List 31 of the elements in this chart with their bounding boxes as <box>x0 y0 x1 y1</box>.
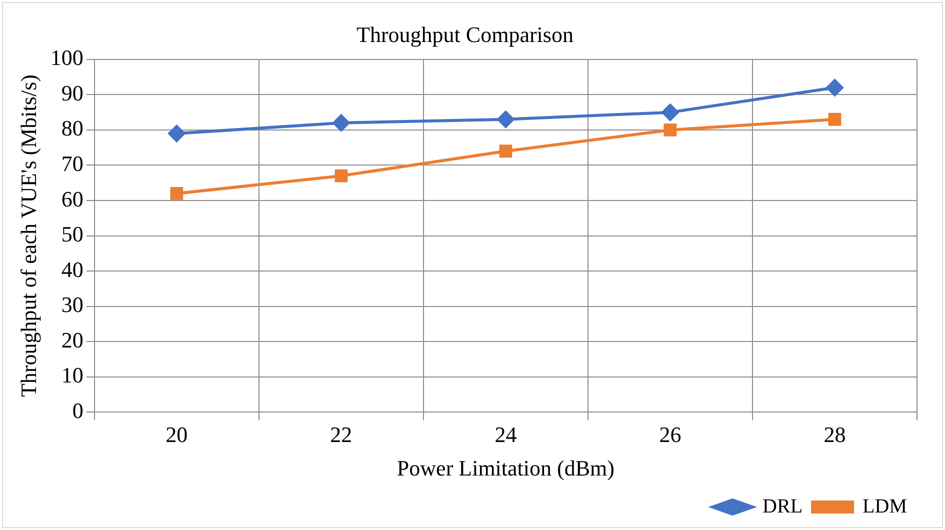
y-tick-label: 20 <box>61 327 84 352</box>
point <box>168 124 186 142</box>
y-tick-label: 70 <box>61 151 84 176</box>
y-tick-label: 0 <box>72 398 84 423</box>
y-tick-label: 30 <box>61 292 84 318</box>
x-tick-label: 22 <box>330 422 352 448</box>
y-axis-title: Throughput of each VUE's (Mbits/s) <box>16 74 41 398</box>
point <box>497 110 514 128</box>
point <box>826 79 844 96</box>
y-tick-label: 50 <box>61 222 84 247</box>
chart-title: Throughput Comparison <box>356 22 574 47</box>
x-tick-label: 24 <box>494 422 517 448</box>
x-tick-label: 26 <box>659 422 682 448</box>
point <box>332 114 350 132</box>
point <box>170 187 184 200</box>
point <box>662 104 679 121</box>
point <box>664 124 677 136</box>
y-tick-label: 80 <box>61 116 84 141</box>
x-axis-title: Power Limitation (dBm) <box>396 456 614 481</box>
point <box>828 112 842 126</box>
x-tick-label: 20 <box>166 422 188 448</box>
legend-label: DRL <box>762 495 803 518</box>
y-tick-label: 90 <box>61 80 84 106</box>
y-tick-label: 60 <box>61 186 84 212</box>
y-tick-label: 10 <box>61 362 84 388</box>
point <box>334 169 348 182</box>
y-tick-label: 40 <box>61 256 84 282</box>
y-tick-label: 100 <box>50 45 84 70</box>
x-tick-label: 28 <box>824 422 846 448</box>
point <box>499 144 512 158</box>
legend-label: LDM <box>862 495 908 518</box>
